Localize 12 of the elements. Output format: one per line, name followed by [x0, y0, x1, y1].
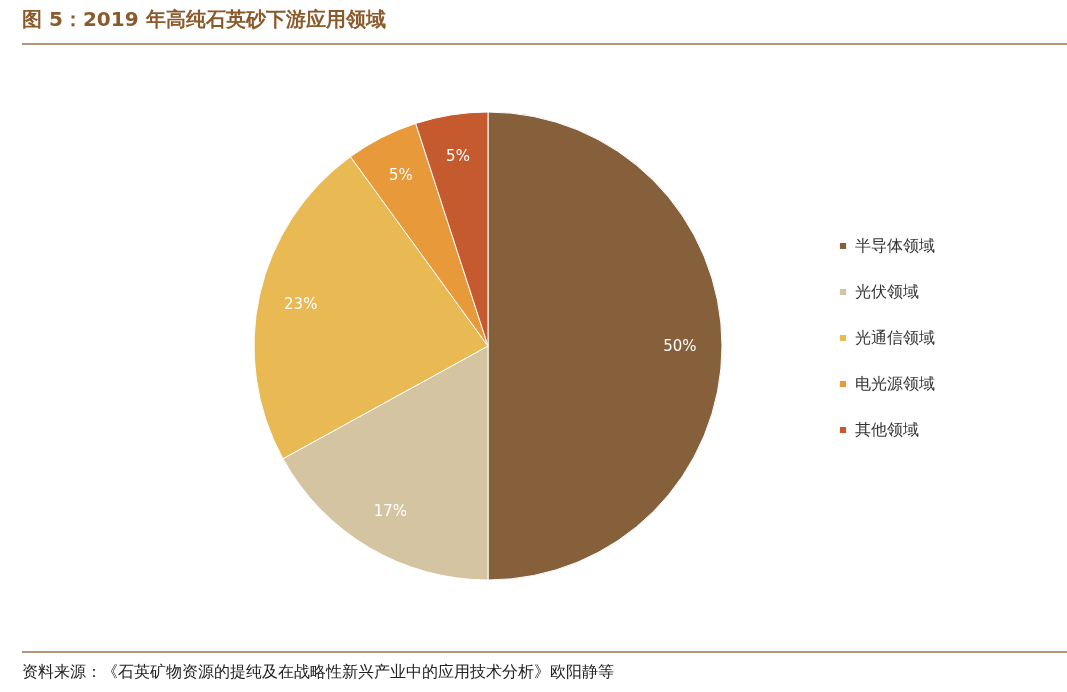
legend-label: 其他领域: [855, 420, 919, 439]
legend-label: 电光源领域: [855, 374, 935, 393]
data-label: 5%: [388, 166, 413, 185]
legend-label: 光通信领域: [855, 328, 935, 347]
data-label: 23%: [284, 295, 318, 314]
data-label: 17%: [373, 502, 407, 521]
data-label: 5%: [446, 147, 470, 166]
text: 资料来源：《石英矿物资源的提纯及在战略性新兴产业中的应用技术分析》欧阳静等: [22, 662, 614, 681]
legend-label: 半导体领域: [855, 236, 935, 255]
legend-label: 光伏领域: [855, 282, 919, 301]
chart-title: 图 5：2019 年高纯石英砂下游应用领域: [22, 7, 386, 31]
data-label: 50%: [663, 337, 697, 355]
